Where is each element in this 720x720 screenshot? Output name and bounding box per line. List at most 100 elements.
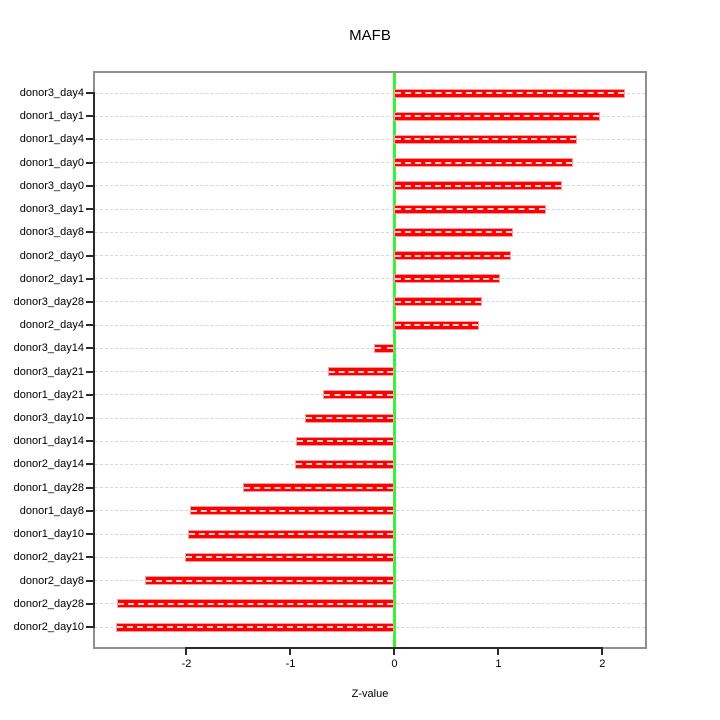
category-label: donor3_day8 [19, 226, 84, 239]
y-tick-mark [86, 509, 93, 512]
data-bar [242, 483, 395, 493]
y-tick-mark [86, 626, 93, 628]
category-label: donor1_day10 [13, 528, 84, 541]
y-tick-mark [86, 417, 93, 420]
x-tick-mark [185, 649, 188, 655]
y-tick-mark [86, 208, 93, 211]
category-label: donor1_day28 [13, 481, 84, 494]
row-gridline [95, 347, 645, 349]
category-label: donor3_day4 [19, 87, 84, 99]
data-bar [294, 459, 395, 469]
data-bar [394, 297, 482, 307]
category-label: donor2_day0 [19, 249, 84, 262]
y-tick-mark [86, 138, 93, 141]
y-tick-mark [86, 393, 93, 396]
data-bar [394, 274, 501, 284]
y-tick-mark [86, 463, 93, 466]
category-label: donor1_day14 [13, 435, 84, 448]
row-gridline [95, 208, 645, 210]
row-gridline [95, 185, 645, 187]
x-tick-label: 1 [495, 658, 502, 670]
y-tick-mark [86, 231, 93, 234]
y-tick-mark [86, 161, 93, 164]
plot-area [93, 71, 647, 649]
y-tick-mark [86, 92, 93, 94]
x-tick-label: -2 [181, 658, 192, 670]
y-tick-mark [86, 115, 93, 118]
category-label: donor2_day14 [13, 458, 84, 471]
row-gridline [95, 324, 645, 326]
y-tick-mark [86, 486, 93, 489]
category-label: donor2_day1 [19, 272, 84, 285]
data-bar [185, 552, 395, 562]
x-tick-mark [289, 649, 292, 655]
y-axis-line [93, 92, 95, 628]
data-bar [327, 367, 395, 377]
data-bar [373, 343, 395, 353]
category-label: donor3_day21 [13, 365, 84, 378]
data-bar [394, 134, 578, 144]
category-label: donor2_day8 [19, 574, 84, 587]
y-tick-mark [86, 556, 93, 559]
data-bar [394, 181, 562, 191]
chart-title: MAFB [349, 27, 391, 44]
row-gridline [95, 301, 645, 303]
zero-reference-line [392, 73, 396, 647]
row-gridline [95, 92, 645, 94]
category-label: donor1_day0 [19, 156, 84, 169]
category-label: donor1_day4 [19, 133, 84, 146]
category-label: donor3_day14 [13, 342, 84, 355]
x-tick-mark [601, 649, 604, 655]
data-bar [144, 576, 395, 586]
category-label: donor2_day10 [13, 621, 84, 633]
category-label: donor3_day28 [13, 295, 84, 308]
category-label: donor3_day1 [19, 203, 84, 216]
y-tick-mark [86, 440, 93, 443]
row-gridline [95, 138, 645, 140]
data-bar [394, 320, 479, 330]
y-tick-mark [86, 324, 93, 327]
x-tick-mark [393, 649, 396, 655]
category-label: donor2_day28 [13, 597, 84, 610]
data-bar [322, 390, 395, 400]
category-label: donor3_day0 [19, 179, 84, 192]
row-gridline [95, 115, 645, 117]
category-label: donor1_day21 [13, 388, 84, 401]
category-label: donor1_day8 [19, 504, 84, 517]
x-tick-label: 0 [391, 658, 398, 670]
data-bar [394, 158, 574, 168]
x-axis-line [185, 647, 604, 649]
data-bar [116, 599, 395, 609]
row-gridline [95, 278, 645, 280]
data-bar [115, 622, 395, 632]
y-tick-mark [86, 533, 93, 536]
category-label: donor2_day21 [13, 551, 84, 564]
row-gridline [95, 162, 645, 164]
y-tick-mark [86, 277, 93, 280]
y-tick-mark [86, 254, 93, 257]
y-tick-mark [86, 370, 93, 373]
x-axis-title: Z-value [351, 688, 389, 700]
y-tick-mark [86, 602, 93, 605]
y-tick-mark [86, 300, 93, 303]
data-bar [295, 436, 395, 446]
y-tick-mark [86, 184, 93, 187]
category-label: donor1_day1 [19, 110, 84, 123]
data-bar [394, 88, 626, 98]
category-label: donor2_day4 [19, 319, 84, 332]
x-tick-label: 2 [599, 658, 606, 670]
data-bar [394, 227, 513, 237]
data-bar [305, 413, 395, 423]
y-tick-mark [86, 579, 93, 582]
plot-inner [95, 73, 645, 647]
category-label: donor3_day10 [13, 412, 84, 425]
data-bar [187, 529, 395, 539]
data-bar [189, 506, 395, 516]
data-bar [394, 251, 511, 261]
row-gridline [95, 255, 645, 257]
x-tick-mark [497, 649, 500, 655]
data-bar [394, 204, 547, 214]
row-gridline [95, 231, 645, 233]
data-bar [394, 111, 601, 121]
